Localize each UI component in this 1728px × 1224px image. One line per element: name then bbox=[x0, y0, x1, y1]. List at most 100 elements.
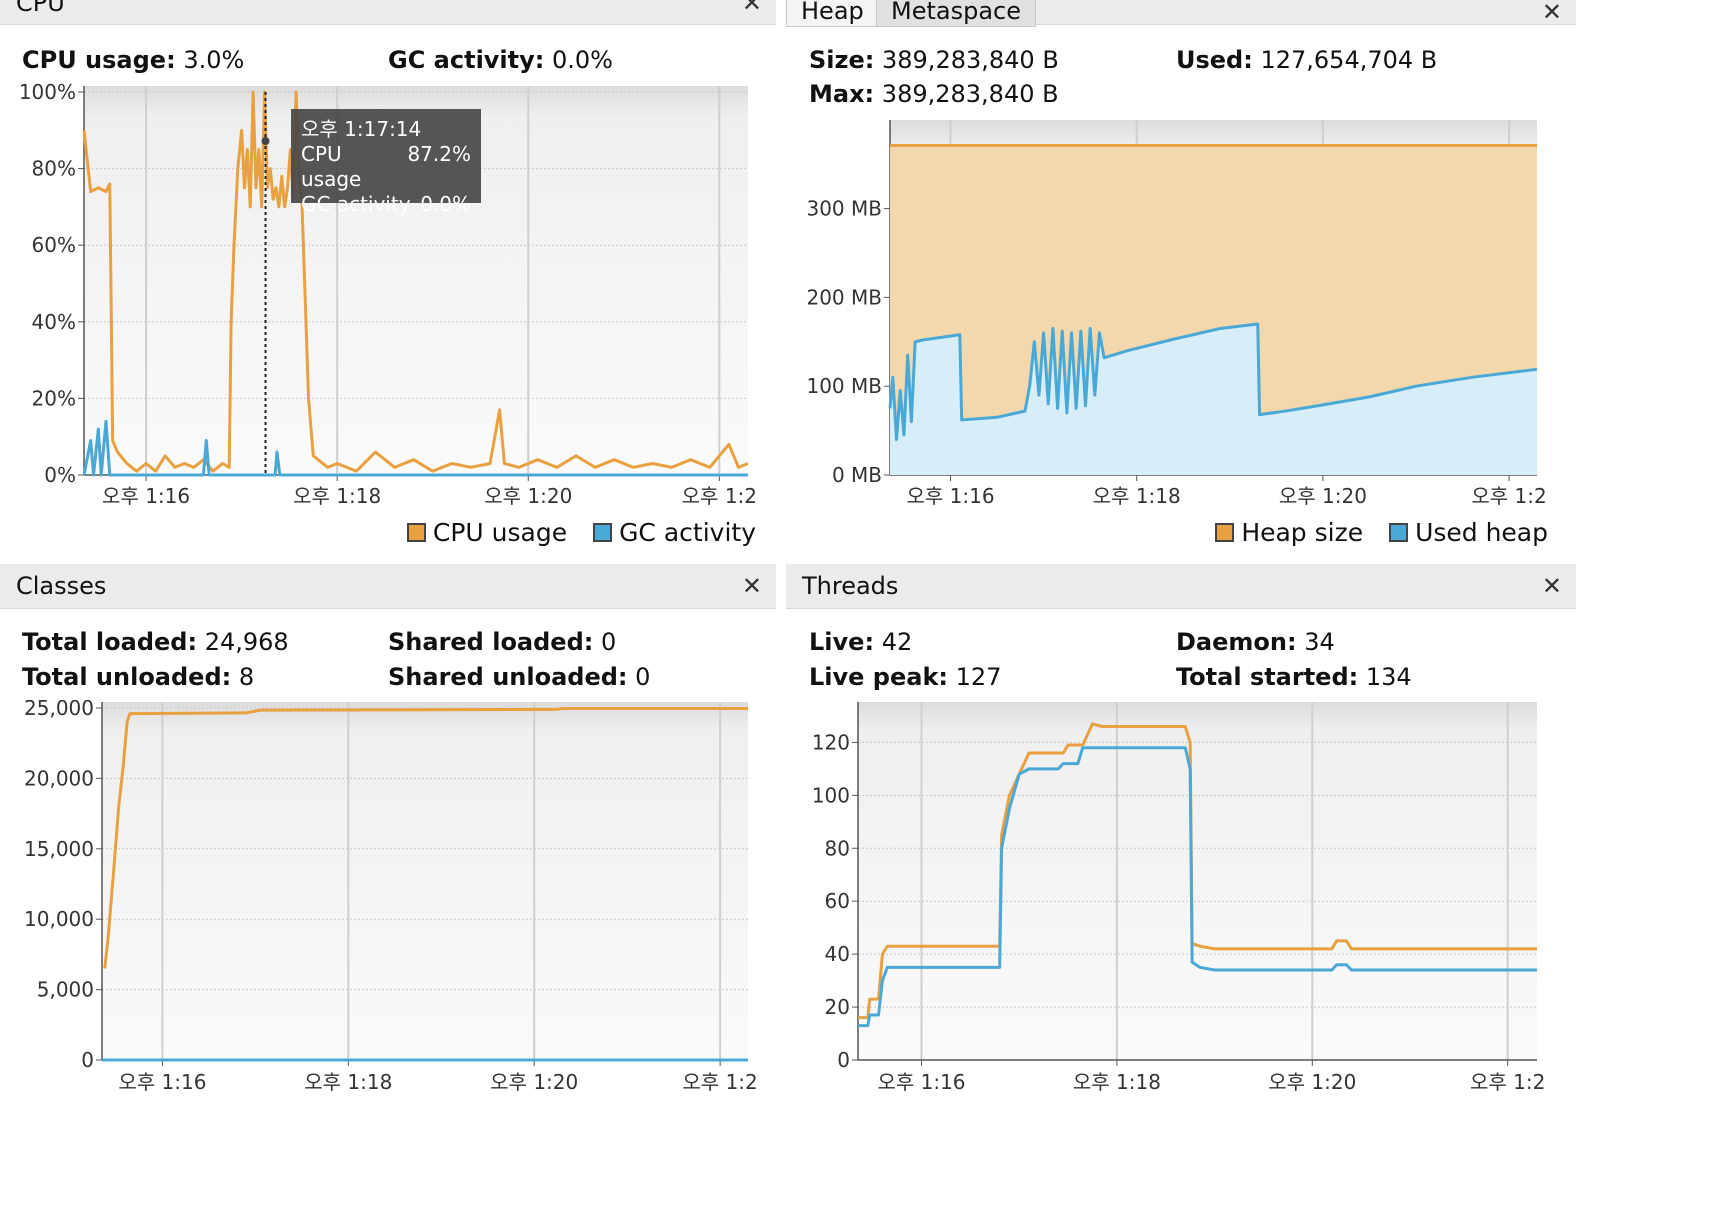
heap-chart[interactable]: 300 MB 200 MB 100 MB 0 MB 오후 1:16 오후 1:18 오후 1… bbox=[786, 110, 1576, 510]
tooltip-time: 오후 1:17:14 bbox=[301, 117, 422, 141]
legend-item-heap-size[interactable]: Heap size bbox=[1215, 518, 1363, 547]
x-tick-label: 오후 1:2 bbox=[682, 484, 757, 508]
x-tick-label: 오후 1:20 bbox=[484, 484, 572, 508]
total-unloaded-stat: Total unloaded: 8 bbox=[22, 663, 254, 691]
close-icon[interactable]: ✕ bbox=[741, 0, 762, 17]
legend-label-cpu-usage: CPU usage bbox=[432, 518, 568, 547]
legend-item-gc-activity[interactable]: GC activity bbox=[593, 518, 756, 547]
y-tick-label: 80% bbox=[32, 157, 76, 181]
total-started-value: 134 bbox=[1365, 663, 1412, 691]
legend-label-used-heap: Used heap bbox=[1415, 518, 1548, 547]
shared-loaded-stat: Shared loaded: 0 bbox=[388, 628, 616, 656]
x-tick-label: 오후 1:20 bbox=[1268, 1070, 1356, 1094]
x-tick-label: 오후 1:18 bbox=[1073, 1070, 1161, 1094]
series-used-heap-line bbox=[888, 322, 1538, 441]
close-icon[interactable]: ✕ bbox=[741, 572, 762, 600]
classes-chart[interactable]: 25,000 20,000 15,000 10,000 5,000 0 오후 1:16 오후 … bbox=[0, 700, 776, 1224]
classes-panel-header: Classes ✕ bbox=[0, 564, 776, 609]
total-loaded-stat: Total loaded: 24,968 bbox=[22, 628, 289, 656]
cpu-usage-swatch bbox=[406, 523, 426, 542]
y-tick-label: 10,000 bbox=[24, 907, 94, 931]
gc-activity-label: GC activity: bbox=[388, 46, 545, 74]
y-tick-label: 100% bbox=[19, 80, 76, 104]
y-tick-label: 15,000 bbox=[24, 837, 94, 861]
total-started-stat: Total started: 134 bbox=[1176, 663, 1412, 691]
cpu-usage-label: CPU usage: bbox=[22, 46, 176, 74]
tab-metaspace[interactable]: Metaspace bbox=[876, 0, 1036, 27]
heap-max-stat: Max: 389,283,840 B bbox=[809, 80, 1059, 108]
shared-loaded-value: 0 bbox=[601, 628, 617, 656]
live-peak-value: 127 bbox=[955, 663, 1002, 691]
classes-panel-title: Classes bbox=[16, 572, 107, 600]
live-peak-label: Live peak: bbox=[809, 663, 949, 691]
cpu-usage-stat: CPU usage: 3.0% bbox=[22, 46, 244, 74]
x-tick-label: 오후 1:2 bbox=[1471, 484, 1546, 508]
series-cpu-usage-line bbox=[82, 90, 749, 473]
used-heap-swatch bbox=[1389, 523, 1409, 542]
close-icon[interactable]: ✕ bbox=[1541, 0, 1562, 26]
live-threads-value: 42 bbox=[881, 628, 913, 656]
gc-activity-swatch bbox=[593, 523, 613, 542]
heap-used-value: 127,654,704 B bbox=[1260, 46, 1438, 74]
x-tick-label: 오후 1:20 bbox=[1279, 484, 1367, 508]
series-total-loaded-classes-line bbox=[103, 706, 748, 969]
x-tick-label: 오후 1:18 bbox=[293, 484, 381, 508]
y-tick-label: 20% bbox=[32, 386, 76, 410]
x-tick-label: 오후 1:16 bbox=[877, 1070, 965, 1094]
live-peak-stat: Live peak: 127 bbox=[809, 663, 1001, 691]
gc-activity-stat: GC activity: 0.0% bbox=[388, 46, 613, 74]
window-background bbox=[1576, 0, 1728, 1224]
series-daemon-threads-line bbox=[858, 746, 1537, 1028]
shared-loaded-label: Shared loaded: bbox=[388, 628, 594, 656]
y-tick-label: 0 MB bbox=[832, 463, 882, 487]
legend-label-gc-activity: GC activity bbox=[619, 518, 756, 547]
y-tick-label: 20 bbox=[825, 995, 850, 1019]
cpu-panel-header: CPU ✕ bbox=[0, 0, 776, 25]
legend-item-used-heap[interactable]: Used heap bbox=[1389, 518, 1548, 547]
shared-unloaded-label: Shared unloaded: bbox=[388, 663, 628, 691]
gc-activity-value: 0.0% bbox=[552, 46, 613, 74]
y-tick-label: 100 MB bbox=[806, 374, 882, 398]
y-tick-label: 25,000 bbox=[24, 700, 94, 720]
total-unloaded-label: Total unloaded: bbox=[22, 663, 232, 691]
heap-size-swatch bbox=[1215, 523, 1235, 542]
close-icon[interactable]: ✕ bbox=[1541, 572, 1562, 600]
threads-panel-title: Threads bbox=[802, 572, 899, 600]
threads-chart[interactable]: 120 100 80 60 40 20 0 오후 1:16 오후 1:18 오후 1:20 오후 1… bbox=[786, 700, 1576, 1224]
x-tick-label: 오후 1:2 bbox=[682, 1070, 757, 1094]
heap-size-label: Size: bbox=[809, 46, 875, 74]
heap-used-label: Used: bbox=[1176, 46, 1253, 74]
shared-unloaded-stat: Shared unloaded: 0 bbox=[388, 663, 650, 691]
y-tick-label: 80 bbox=[825, 836, 850, 860]
tooltip-gc-row: GC activity 0.0% bbox=[301, 192, 471, 217]
memory-panel: Heap Metaspace ✕ Size: 389,283,840 B Use… bbox=[786, 0, 1576, 580]
heap-max-value: 389,283,840 B bbox=[881, 80, 1059, 108]
y-tick-label: 20,000 bbox=[24, 766, 94, 790]
y-tick-label: 40% bbox=[32, 310, 76, 334]
y-tick-label: 0 bbox=[81, 1048, 94, 1072]
total-started-label: Total started: bbox=[1176, 663, 1359, 691]
threads-panel-header: Threads ✕ bbox=[786, 564, 1576, 609]
total-loaded-label: Total loaded: bbox=[22, 628, 198, 656]
series-gc-activity-line bbox=[82, 419, 748, 477]
daemon-threads-stat: Daemon: 34 bbox=[1176, 628, 1335, 656]
heap-size-value: 389,283,840 B bbox=[882, 46, 1059, 74]
daemon-threads-value: 34 bbox=[1304, 628, 1335, 656]
tooltip-cpu-value: 87.2% bbox=[407, 142, 471, 166]
tab-heap[interactable]: Heap bbox=[786, 0, 879, 27]
legend-item-cpu-usage[interactable]: CPU usage bbox=[406, 518, 568, 547]
y-tick-label: 0 bbox=[837, 1048, 850, 1072]
y-tick-label: 60 bbox=[825, 889, 850, 913]
x-tick-label: 오후 1:2 bbox=[1470, 1070, 1545, 1094]
y-tick-label: 120 bbox=[812, 730, 850, 754]
memory-panel-header: Heap Metaspace ✕ bbox=[786, 0, 1576, 27]
x-tick-label: 오후 1:16 bbox=[102, 484, 190, 508]
heap-max-label: Max: bbox=[809, 80, 875, 108]
y-tick-label: 40 bbox=[825, 942, 850, 966]
x-tick-label: 오후 1:18 bbox=[1093, 484, 1181, 508]
total-unloaded-value: 8 bbox=[238, 663, 255, 691]
x-tick-label: 오후 1:16 bbox=[906, 484, 994, 508]
x-tick-label: 오후 1:18 bbox=[304, 1070, 392, 1094]
live-threads-stat: Live: 42 bbox=[809, 628, 912, 656]
plot-background bbox=[102, 702, 748, 1060]
